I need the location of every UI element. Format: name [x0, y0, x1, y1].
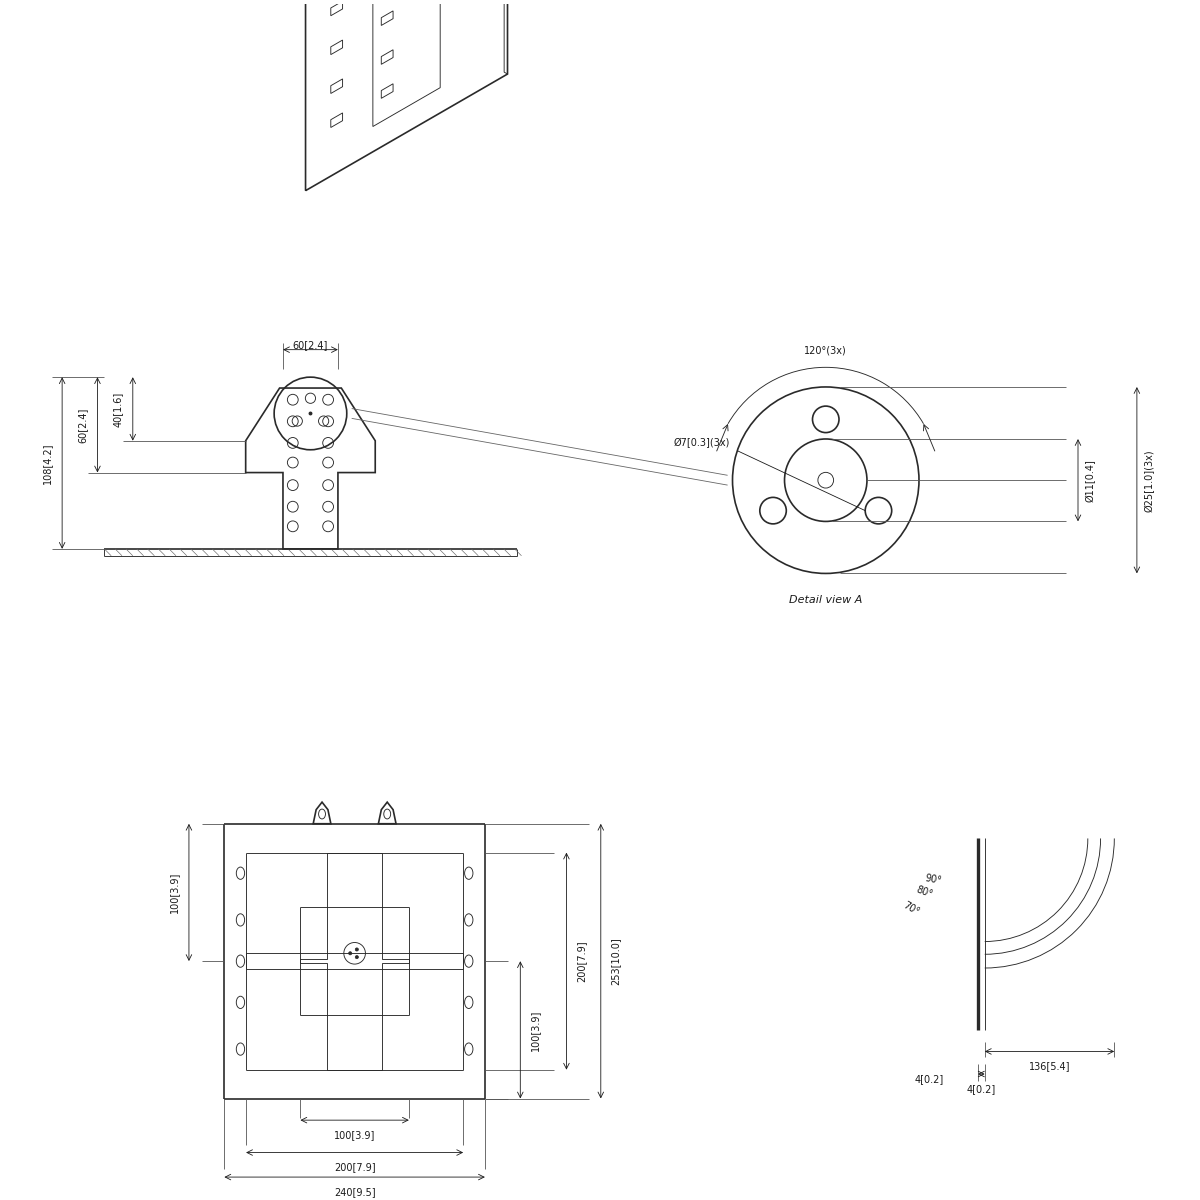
Text: Ø25[1.0](3x): Ø25[1.0](3x) [1145, 449, 1154, 511]
Text: Ø11[0.4]: Ø11[0.4] [1086, 458, 1096, 502]
Text: 4[0.2]: 4[0.2] [914, 1074, 943, 1084]
Text: 120°(3x): 120°(3x) [804, 346, 847, 355]
Text: 100[3.9]: 100[3.9] [169, 871, 179, 913]
Text: 100[3.9]: 100[3.9] [334, 1130, 376, 1140]
Text: 90°: 90° [924, 874, 943, 886]
Text: 40[1.6]: 40[1.6] [113, 391, 122, 426]
Text: Detail view A: Detail view A [790, 595, 863, 605]
Text: 136[5.4]: 136[5.4] [1028, 1061, 1070, 1072]
Text: 253[10.0]: 253[10.0] [611, 937, 620, 985]
Text: 4[0.2]: 4[0.2] [967, 1084, 996, 1094]
Text: 200[7.9]: 200[7.9] [576, 941, 587, 982]
Text: 200[7.9]: 200[7.9] [334, 1163, 376, 1172]
Text: Ø7[0.3](3x): Ø7[0.3](3x) [673, 438, 730, 448]
Text: 108[4.2]: 108[4.2] [42, 443, 53, 484]
Text: 100[3.9]: 100[3.9] [530, 1009, 540, 1050]
Text: 60[2.4]: 60[2.4] [293, 340, 328, 350]
Text: 70°: 70° [901, 900, 922, 918]
Text: 60[2.4]: 60[2.4] [78, 407, 88, 443]
Text: 80°: 80° [914, 884, 934, 900]
Circle shape [349, 952, 352, 955]
Text: 240[9.5]: 240[9.5] [334, 1187, 376, 1196]
Circle shape [355, 955, 359, 959]
Circle shape [355, 948, 359, 952]
